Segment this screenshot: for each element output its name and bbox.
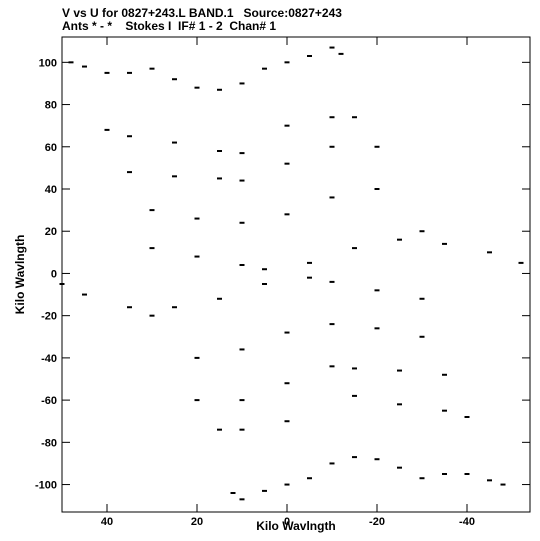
- chart-subtitle: Ants * - * Stokes I IF# 1 - 2 Chan# 1: [62, 19, 277, 33]
- chart-title: V vs U for 0827+243.L BAND.1 Source:0827…: [62, 6, 342, 20]
- y-tick-label: 20: [45, 226, 57, 238]
- tick-labels: 40 20 0 -20 -40 100 80 60 40 20 0 -20 -40 -60 -80 -100: [35, 57, 475, 528]
- x-axis-label: Kilo Wavlngth: [256, 519, 336, 533]
- y-tick-label: 80: [45, 100, 57, 112]
- x-tick-label: -40: [459, 516, 475, 528]
- tick-marks: [62, 37, 530, 512]
- y-tick-label: -60: [41, 395, 57, 407]
- y-tick-label: -20: [41, 311, 57, 323]
- y-tick-label: -80: [41, 437, 57, 449]
- y-tick-label: -40: [41, 353, 57, 365]
- plot-frame: [61, 36, 531, 513]
- y-axis-label: Kilo Wavlngth: [13, 235, 27, 315]
- x-tick-label: 20: [191, 516, 203, 528]
- y-tick-label: 100: [39, 57, 57, 69]
- y-tick-label: 40: [45, 184, 57, 196]
- x-tick-label: -20: [369, 516, 385, 528]
- y-tick-label: -100: [35, 480, 57, 492]
- data-points: [59, 46, 524, 501]
- y-tick-label: 60: [45, 142, 57, 154]
- x-tick-label: 0: [284, 516, 290, 528]
- x-tick-label: 40: [101, 516, 113, 528]
- y-tick-label: 0: [51, 268, 57, 280]
